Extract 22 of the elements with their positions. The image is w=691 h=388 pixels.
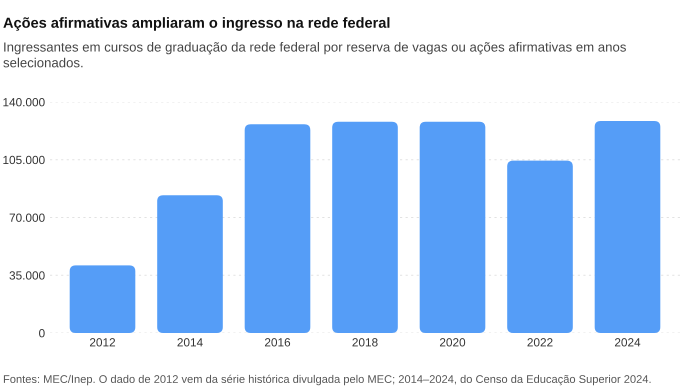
bar [420,122,486,333]
x-tick-label: 2012 [90,338,116,347]
y-tick-label: 105.000 [3,156,45,164]
x-tick-label: 2014 [177,338,203,347]
x-tick-label: 2016 [264,338,290,347]
bar [332,122,398,333]
bar [244,124,310,333]
y-tick-label: 35.000 [9,271,45,280]
text: Fontes: MEC/Inep. O dado de 2012 vem da série histórica divulgada pelo MEC; 2014–2024, do Censo da Educação Superior 2024. [4,374,651,386]
x-tick-label: 2022 [527,338,553,347]
y-tick-label: 140.000 [3,98,45,106]
x-tick-label: 2020 [440,338,466,347]
x-tick-label: 2024 [614,338,640,347]
bar [594,120,660,333]
bar [507,160,573,333]
y-tick-label: 70.000 [10,214,45,222]
bar [157,195,223,333]
chart-title: Ações afirmativas ampliaram o ingresso na rede federal [3,17,390,31]
chart-subtitle: Ingressantes em cursos de graduação da rede federal por reserva de vagas ou ações afirmativas em anos selecionados. [3,42,626,68]
bar [70,265,136,333]
x-tick-label: 2018 [352,338,378,347]
y-tick-label: 0 [39,329,45,338]
